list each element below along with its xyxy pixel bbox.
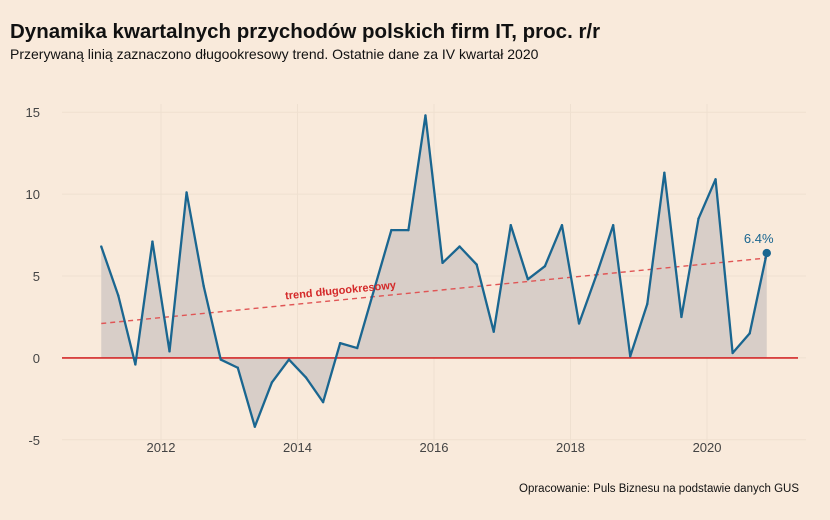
data-point xyxy=(577,322,581,325)
x-tick-label: 2014 xyxy=(283,440,312,455)
data-point xyxy=(407,228,410,232)
x-tick-label: 2018 xyxy=(556,440,585,455)
data-point xyxy=(714,178,717,181)
data-point xyxy=(356,346,359,350)
data-point xyxy=(134,363,137,366)
data-point xyxy=(629,355,632,358)
data-point xyxy=(117,294,120,297)
trend-line xyxy=(101,257,767,325)
y-tick-label: 0 xyxy=(33,351,40,366)
x-tick-label: 2020 xyxy=(693,440,722,455)
data-point xyxy=(338,341,342,345)
data-point xyxy=(390,228,393,232)
y-tick-label: 15 xyxy=(26,105,40,120)
data-point xyxy=(202,284,205,288)
y-tick-label: 10 xyxy=(26,187,40,202)
data-point xyxy=(253,425,257,428)
series-line xyxy=(100,114,768,428)
tick-layer: -5 0 5 10 15 2012 2014 2016 2018 2020 xyxy=(26,105,722,455)
chart-subtitle: Przerywaną linią zaznaczono długookresow… xyxy=(10,46,539,62)
data-point xyxy=(492,330,495,333)
trend-layer xyxy=(101,257,767,325)
data-point xyxy=(475,263,478,266)
data-point xyxy=(373,287,376,291)
data-point xyxy=(748,332,751,335)
data-point xyxy=(594,274,598,278)
data-point xyxy=(458,245,461,248)
data-point xyxy=(424,114,427,117)
data-point xyxy=(646,302,649,306)
data-point xyxy=(663,171,666,174)
data-point xyxy=(697,217,700,220)
data-point xyxy=(304,376,308,379)
data-point xyxy=(321,400,325,404)
data-point xyxy=(680,315,683,319)
source-note: Opracowanie: Puls Biznesu na podstawie d… xyxy=(519,483,799,495)
series-area xyxy=(101,115,767,427)
x-tick-label: 2016 xyxy=(420,440,449,455)
data-point xyxy=(560,224,564,227)
data-point xyxy=(731,351,734,355)
area-layer xyxy=(101,115,767,427)
data-point xyxy=(441,261,444,265)
series-line-layer xyxy=(100,114,768,428)
y-tick-label: 5 xyxy=(33,269,40,284)
data-point xyxy=(219,358,222,361)
data-point xyxy=(287,358,291,361)
y-tick-label: -5 xyxy=(28,433,40,448)
data-point xyxy=(543,264,547,268)
data-point xyxy=(611,224,615,227)
last-point-label: 6.4% xyxy=(744,231,774,246)
data-point xyxy=(526,278,530,281)
data-point xyxy=(236,366,239,369)
data-point xyxy=(270,381,274,384)
data-point xyxy=(168,350,171,353)
last-point-marker xyxy=(762,248,771,258)
data-point xyxy=(100,245,103,248)
chart-title: Dynamika kwartalnych przychodów polskich… xyxy=(10,20,601,43)
x-tick-label: 2012 xyxy=(147,440,176,455)
data-point xyxy=(151,240,154,243)
points-layer xyxy=(100,114,771,428)
data-point xyxy=(185,191,188,194)
data-point xyxy=(509,224,512,227)
